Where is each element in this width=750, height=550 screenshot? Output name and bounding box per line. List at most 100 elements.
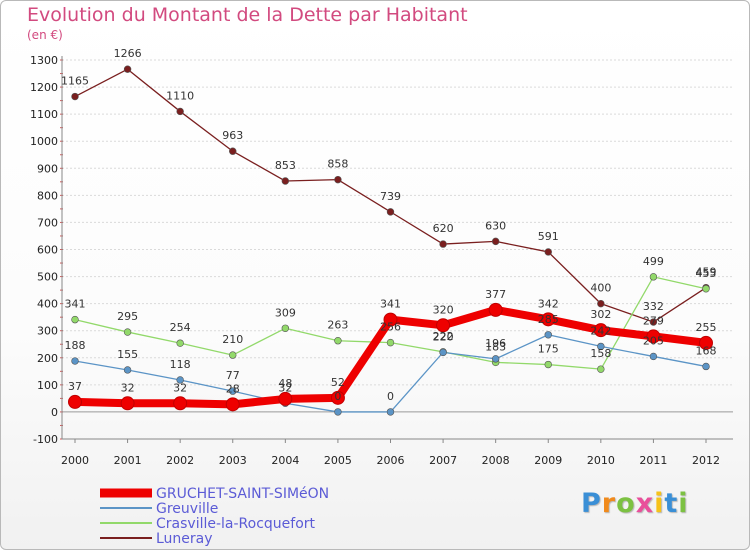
data-point bbox=[386, 208, 395, 216]
data-point bbox=[699, 335, 713, 350]
x-tick-label: 2002 bbox=[166, 454, 194, 467]
data-label: 455 bbox=[696, 267, 717, 280]
data-point bbox=[176, 376, 184, 384]
data-label: 459 bbox=[696, 266, 717, 279]
y-tick-label: 1200 bbox=[30, 81, 58, 94]
data-label: 32 bbox=[278, 381, 292, 394]
data-label: 48 bbox=[278, 377, 292, 390]
legend-label: Luneray bbox=[156, 531, 213, 547]
y-tick-label: 700 bbox=[37, 216, 58, 229]
data-label: 0 bbox=[334, 390, 341, 403]
data-point bbox=[649, 352, 658, 361]
data-point bbox=[593, 323, 608, 338]
logo-letter: t bbox=[664, 488, 679, 519]
y-tick-label: 1300 bbox=[30, 54, 58, 67]
data-point bbox=[334, 175, 342, 184]
y-tick-label: 500 bbox=[37, 271, 58, 284]
data-label: 853 bbox=[275, 159, 296, 172]
data-label: 858 bbox=[327, 158, 348, 171]
data-label: 295 bbox=[117, 310, 138, 323]
data-label: 155 bbox=[117, 348, 138, 361]
data-point bbox=[176, 339, 184, 347]
data-label: 499 bbox=[643, 255, 664, 268]
data-label: 28 bbox=[226, 382, 240, 395]
data-label: 32 bbox=[121, 381, 135, 394]
data-label: 158 bbox=[590, 347, 611, 360]
data-point bbox=[544, 360, 552, 369]
y-tick-label: 100 bbox=[37, 379, 58, 392]
data-labels: 1165 1266 1110 963 853 858 739 620 630 591 400 332 4… bbox=[61, 47, 717, 403]
data-label: 963 bbox=[222, 129, 243, 142]
data-label: 591 bbox=[538, 230, 559, 243]
y-tick-label: 1000 bbox=[30, 135, 58, 148]
data-point bbox=[123, 65, 132, 73]
data-point bbox=[68, 394, 82, 409]
data-label: 52 bbox=[331, 376, 345, 389]
data-label: 309 bbox=[275, 306, 296, 319]
data-label: 377 bbox=[485, 288, 506, 301]
data-label: 1110 bbox=[166, 89, 194, 102]
data-point bbox=[386, 338, 395, 347]
logo-letter: i bbox=[678, 488, 689, 519]
data-point bbox=[71, 315, 79, 324]
data-point bbox=[281, 177, 290, 185]
data-point bbox=[334, 337, 342, 345]
data-point bbox=[544, 248, 552, 256]
y-tick-label: 200 bbox=[37, 352, 58, 365]
data-point bbox=[439, 348, 447, 357]
data-point bbox=[71, 357, 79, 365]
data-point bbox=[176, 107, 184, 116]
logo-letter: P bbox=[581, 488, 602, 519]
series-gruchet-saint-sim-on bbox=[68, 302, 713, 412]
x-tick-label: 2006 bbox=[377, 454, 405, 467]
x-tick-label: 2005 bbox=[324, 454, 352, 467]
y-tick-label: 800 bbox=[37, 189, 58, 202]
legend-label: GRUCHET-SAINT-SIMéON bbox=[156, 486, 329, 502]
data-label: 285 bbox=[538, 313, 559, 326]
data-point bbox=[173, 396, 188, 411]
data-label: 242 bbox=[590, 324, 611, 337]
series-luneray bbox=[71, 65, 710, 326]
data-label: 168 bbox=[696, 344, 717, 357]
legend-label: Greuville bbox=[156, 501, 218, 517]
data-label: 342 bbox=[538, 297, 559, 310]
data-point bbox=[488, 302, 503, 317]
data-point bbox=[491, 237, 500, 246]
data-point bbox=[544, 331, 552, 339]
x-tick-label: 2003 bbox=[219, 454, 247, 467]
data-point bbox=[491, 355, 500, 363]
data-point bbox=[229, 387, 237, 395]
data-label: 0 bbox=[387, 390, 394, 403]
chart-unit: (en €) bbox=[27, 28, 63, 42]
data-point bbox=[646, 329, 661, 344]
data-point bbox=[229, 351, 237, 359]
data-point bbox=[120, 396, 135, 411]
data-label: 254 bbox=[170, 321, 191, 334]
y-tick-label: 400 bbox=[37, 298, 58, 311]
data-point bbox=[383, 312, 398, 327]
data-point bbox=[330, 390, 345, 405]
data-point bbox=[541, 312, 556, 327]
y-tick-label: 0 bbox=[51, 406, 58, 419]
logo-letter: x bbox=[635, 488, 655, 519]
data-point bbox=[229, 147, 237, 155]
data-label: 739 bbox=[380, 190, 401, 203]
axes bbox=[60, 56, 733, 443]
data-point bbox=[123, 328, 132, 336]
data-label: 620 bbox=[433, 222, 454, 235]
logo-letter: o bbox=[616, 488, 636, 519]
data-label: 118 bbox=[170, 358, 191, 371]
y-tick-label: 1100 bbox=[30, 108, 58, 121]
data-label: 77 bbox=[226, 369, 240, 382]
y-tick-labels: -100 0 100 200 300 400 500 600 700 800 900 1000 1100… bbox=[30, 54, 58, 446]
y-tick-label: 900 bbox=[37, 162, 58, 175]
series-layer bbox=[68, 65, 713, 416]
x-tick-labels: 2000 2001 2002 2003 2004 2005 2006 2007 2008 2009… bbox=[61, 454, 720, 467]
x-tick-label: 2007 bbox=[429, 454, 457, 467]
data-label: 196 bbox=[485, 337, 506, 350]
data-point bbox=[597, 365, 605, 373]
data-label: 630 bbox=[485, 219, 506, 232]
x-tick-label: 2009 bbox=[534, 454, 562, 467]
x-tick-label: 2001 bbox=[114, 454, 142, 467]
